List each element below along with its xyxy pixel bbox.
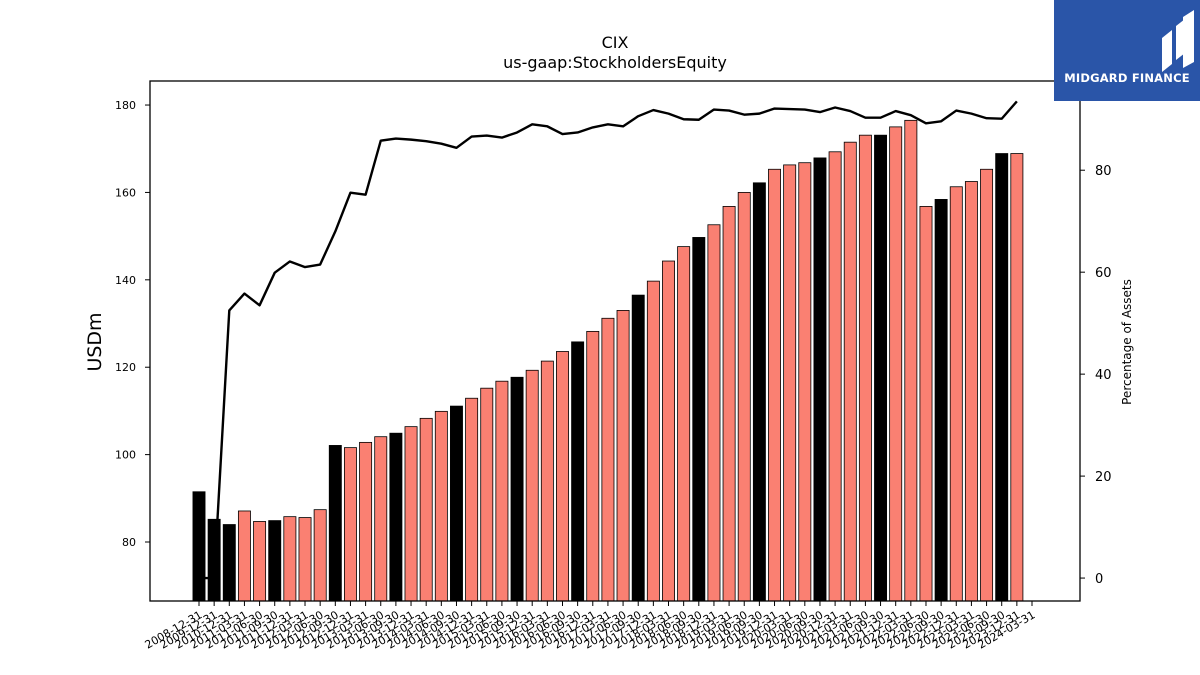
bar (571, 341, 585, 602)
midgard-logo-icon (1162, 10, 1194, 72)
bar (980, 168, 994, 602)
bar (964, 181, 978, 602)
chart-title: CIX (602, 33, 629, 52)
bar (783, 164, 797, 602)
y-tick-label: 160 (115, 186, 136, 199)
y2-tick-label: 80 (1095, 164, 1112, 179)
bar (313, 509, 327, 602)
bar (874, 134, 888, 602)
bar (237, 510, 251, 602)
bar (343, 447, 357, 602)
bar (465, 397, 479, 602)
bar (813, 157, 827, 602)
bar (374, 436, 388, 602)
bar (389, 432, 403, 602)
bar (510, 376, 524, 602)
bar (616, 310, 630, 602)
x-ticks: 2008-12-312009-12-312010-12-312011-03-31… (143, 601, 1038, 652)
bar (934, 199, 948, 602)
left-y-ticks: 80 100 120 140 160 180 (115, 99, 150, 549)
right-y-ticks: 0 20 40 60 80 (1080, 164, 1112, 587)
y2-axis-label: Percentage of Assets (1120, 279, 1134, 405)
bar (752, 182, 766, 602)
bar (889, 126, 903, 602)
y-tick-label: 100 (115, 449, 136, 462)
bar (283, 516, 297, 602)
bar (359, 441, 373, 602)
bar (540, 360, 554, 602)
bar (858, 134, 872, 602)
plot-frame (149, 80, 1081, 602)
bar (843, 141, 857, 602)
bar (722, 206, 736, 602)
bar (631, 294, 645, 602)
y2-tick-label: 20 (1095, 470, 1112, 485)
bar (556, 351, 569, 602)
bar (434, 410, 448, 602)
bar (692, 237, 706, 602)
midgard-finance-logo: MIDGARD FINANCE (1054, 0, 1200, 101)
logo-brand-text: MIDGARD FINANCE (1064, 71, 1190, 85)
bar (222, 524, 236, 602)
bar (480, 387, 494, 602)
bar (586, 330, 600, 602)
chart-subtitle: us-gaap:StockholdersEquity (503, 53, 727, 72)
bar (495, 380, 509, 602)
bar (768, 168, 781, 602)
bar (707, 224, 721, 602)
bar-series (192, 119, 1024, 602)
bar (419, 417, 433, 602)
bar (601, 317, 615, 602)
bar (904, 119, 918, 602)
bar (995, 153, 1009, 602)
bar (798, 162, 812, 602)
bar (662, 260, 675, 602)
y2-tick-label: 40 (1095, 368, 1112, 383)
line-series (199, 100, 1018, 580)
bar (1010, 153, 1024, 602)
y-tick-label: 140 (115, 274, 136, 287)
bar (525, 369, 539, 602)
bar (450, 405, 463, 602)
bar (646, 280, 660, 602)
y2-tick-label: 60 (1095, 266, 1112, 281)
y-axis-label: USDm (84, 312, 106, 371)
bar (404, 426, 418, 602)
bar (677, 246, 691, 602)
percentage-of-assets-line (199, 100, 1018, 580)
bar (268, 520, 282, 602)
bar (328, 445, 342, 602)
y2-tick-label: 0 (1095, 572, 1103, 587)
bar (737, 192, 751, 602)
bar (298, 517, 312, 602)
y-tick-label: 80 (122, 536, 136, 549)
bar (192, 491, 206, 602)
bar (253, 521, 267, 602)
bar (949, 186, 963, 602)
bar (828, 151, 842, 602)
y-tick-label: 120 (115, 361, 136, 374)
bar (919, 206, 933, 602)
y-tick-label: 180 (115, 99, 136, 112)
